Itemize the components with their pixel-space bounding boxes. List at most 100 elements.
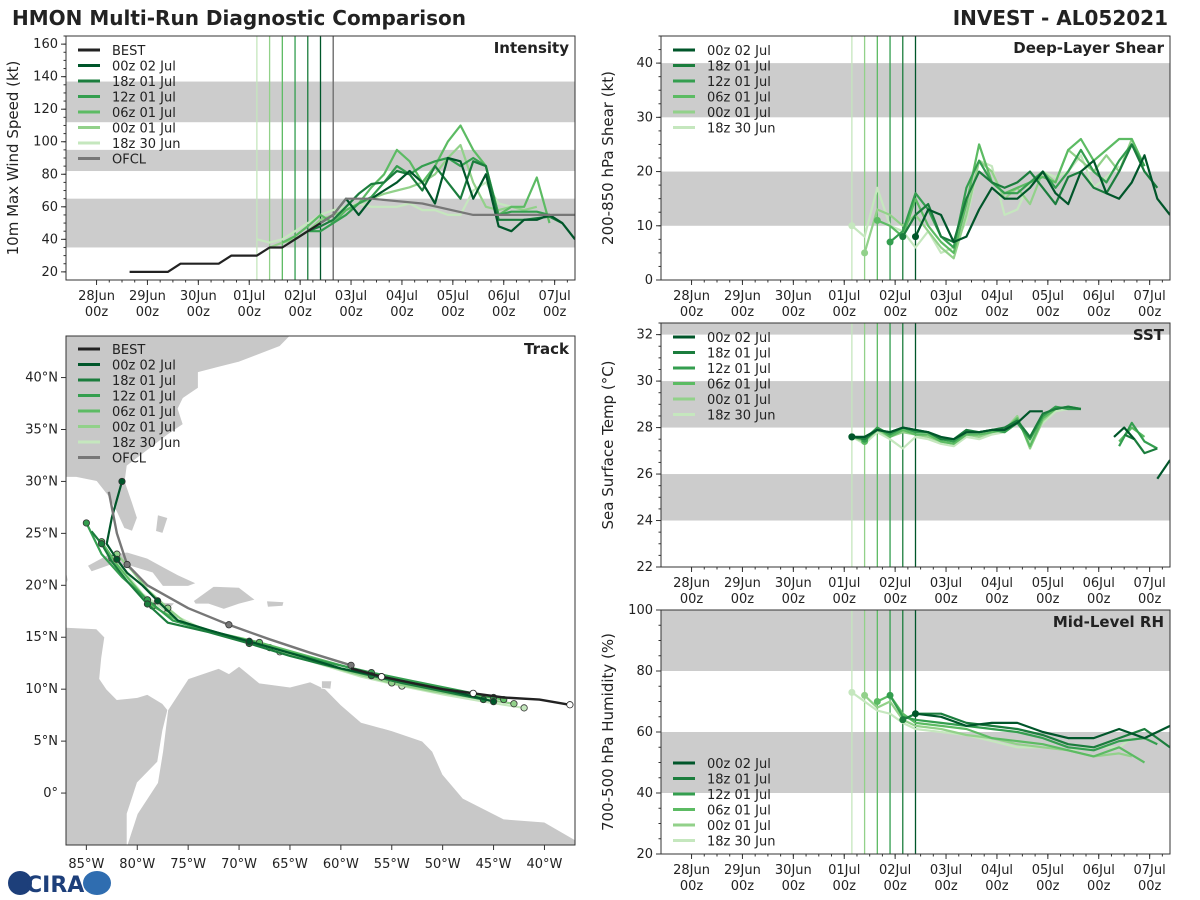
rh-xtick-hour: 00z <box>934 879 958 894</box>
shear-legend-label: 18z 30 Jun <box>707 122 776 137</box>
intensity-title: Intensity <box>494 39 570 57</box>
shear-xtick-day: 07Jul <box>1134 289 1166 304</box>
rh-xtick-hour: 00z <box>680 879 704 894</box>
rh-xtick-day: 04Jul <box>981 863 1013 878</box>
intensity-ytick-label: 120 <box>33 102 58 117</box>
shear-legend-label: 12z 01 Jul <box>707 75 771 90</box>
sst-panel: 22242628303228Jun00z29Jun00z30Jun00z01Ju… <box>599 322 1171 607</box>
intensity-xtick-hour: 00z <box>339 305 363 320</box>
track-xtick-label: 85°W <box>68 857 104 872</box>
track-point-00z-02-jul <box>245 637 253 646</box>
shear-legend-label: 18z 01 Jul <box>707 60 771 75</box>
shear-xtick-hour: 00z <box>883 305 907 320</box>
intensity-xtick-hour: 00z <box>492 305 516 320</box>
sst-xtick-hour: 00z <box>833 592 857 607</box>
intensity-xtick-day: 02Jul <box>284 289 316 304</box>
sst-xtick-day: 01Jul <box>828 576 860 591</box>
rh-xtick-day: 03Jul <box>930 863 962 878</box>
intensity-ytick-label: 60 <box>41 200 58 215</box>
shear-title: Deep-Layer Shear <box>1013 39 1164 57</box>
sst-xtick-day: 07Jul <box>1134 576 1166 591</box>
rh-ytick-label: 80 <box>636 664 653 679</box>
intensity-xtick-hour: 00z <box>390 305 414 320</box>
track-plot-area <box>66 336 575 845</box>
shear-series-line-18z-01-jul <box>901 143 1159 244</box>
rh-xtick-day: 30Jun <box>775 863 812 878</box>
track-xtick-label: 45°W <box>476 857 512 872</box>
intensity-legend-label: 00z 01 Jul <box>112 122 176 137</box>
shear-xtick-hour: 00z <box>1036 305 1060 320</box>
sst-xtick-day: 28Jun <box>673 576 710 591</box>
track-ytick-label: 20°N <box>25 578 58 593</box>
land-south-america <box>126 665 575 845</box>
logo-text: CIRA <box>26 873 84 898</box>
track-xtick-label: 75°W <box>170 857 206 872</box>
shear-init-marker-06z-01-jul <box>873 216 881 224</box>
sst-ytick-label: 22 <box>636 560 653 575</box>
intensity-ytick-label: 20 <box>41 265 58 280</box>
track-point-best <box>566 701 574 709</box>
rh-legend-label: 00z 01 Jul <box>707 819 771 834</box>
shear-xtick-day: 30Jun <box>775 289 812 304</box>
track-frame <box>65 335 576 846</box>
track-xtick-label: 60°W <box>323 857 359 872</box>
track-legend-label: 18z 01 Jul <box>112 374 176 389</box>
rh-ytick-label: 100 <box>628 603 653 618</box>
sst-ytick-label: 24 <box>636 514 653 529</box>
intensity-xtick-day: 30Jun <box>180 289 217 304</box>
shear-xtick-day: 04Jul <box>981 289 1013 304</box>
track-ytick-label: 25°N <box>25 526 58 541</box>
track-point-best <box>377 673 386 681</box>
rh-series-line-06z-01-jul <box>876 694 1146 764</box>
intensity-ylabel: 10m Max Wind Speed (kt) <box>4 61 22 256</box>
sst-xtick-day: 02Jul <box>879 576 911 591</box>
land-central-america <box>66 626 169 845</box>
sst-xtick-day: 04Jul <box>981 576 1013 591</box>
track-title: Track <box>524 340 570 358</box>
rh-init-marker-18z-30-jun <box>848 688 856 696</box>
sst-xtick-hour: 00z <box>731 592 755 607</box>
sst-xtick-hour: 00z <box>934 592 958 607</box>
intensity-legend-label: 12z 01 Jul <box>112 91 176 106</box>
track-line-ofcl <box>107 491 352 667</box>
track-point-ofcl <box>123 560 131 569</box>
sst-legend-label: 06z 01 Jul <box>707 378 771 393</box>
shear-series-line-00z-02-jul <box>914 154 1170 244</box>
rh-init-marker-00z-02-jul <box>912 710 919 718</box>
intensity-legend-label: OFCL <box>112 153 147 168</box>
track-legend-label: 00z 02 Jul <box>112 359 176 374</box>
rh-xtick-hour: 00z <box>1036 879 1060 894</box>
sst-xtick-hour: 00z <box>985 592 1009 607</box>
intensity-ytick-label: 160 <box>33 37 58 52</box>
track-point-18z-01-jul <box>143 600 152 608</box>
track-ytick-label: 40°N <box>25 371 58 386</box>
rh-xtick-day: 06Jul <box>1083 863 1115 878</box>
sst-legend-label: 12z 01 Jul <box>707 362 771 377</box>
shear-xtick-hour: 00z <box>782 305 806 320</box>
intensity-series-line-ofcl <box>319 197 575 225</box>
cira-logo: CIRA <box>8 871 111 898</box>
sst-legend-label: 18z 01 Jul <box>707 347 771 362</box>
track-point-00z-02-jul <box>113 555 121 563</box>
shear-xtick-day: 02Jul <box>879 289 911 304</box>
shear-init-marker-18z-01-jul <box>899 233 907 241</box>
track-legend-label: OFCL <box>112 452 147 467</box>
track-xtick-label: 40°W <box>527 857 563 872</box>
intensity-xtick-hour: 00z <box>136 305 160 320</box>
rh-init-marker-00z-01-jul <box>861 691 869 699</box>
sst-xtick-hour: 00z <box>680 592 704 607</box>
rh-init-marker-12z-01-jul <box>886 691 894 699</box>
sst-ylabel: Sea Surface Temp (°C) <box>599 360 617 529</box>
sst-series-line-00z-02-jul <box>1113 426 1136 440</box>
sst-xtick-hour: 00z <box>883 592 907 607</box>
intensity-legend-label: BEST <box>112 44 145 59</box>
intensity-ytick-label: 100 <box>33 135 58 150</box>
sst-series-line-00z-02-jul <box>851 410 1043 441</box>
rh-title: Mid-Level RH <box>1053 613 1164 631</box>
rh-ytick-label: 40 <box>636 786 653 801</box>
track-point-ofcl <box>347 661 355 669</box>
